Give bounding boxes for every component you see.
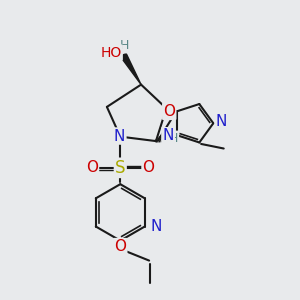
Text: O: O	[86, 160, 98, 175]
Text: O: O	[142, 160, 154, 175]
Text: O: O	[114, 239, 126, 254]
Text: H: H	[169, 132, 178, 145]
Polygon shape	[120, 53, 141, 85]
Text: HO: HO	[100, 46, 122, 59]
Text: N: N	[162, 128, 174, 143]
Text: S: S	[115, 159, 125, 177]
Text: H: H	[120, 40, 129, 52]
Text: N: N	[150, 219, 161, 234]
Text: N: N	[216, 114, 227, 129]
Text: O: O	[163, 104, 175, 119]
Text: N: N	[114, 128, 125, 143]
